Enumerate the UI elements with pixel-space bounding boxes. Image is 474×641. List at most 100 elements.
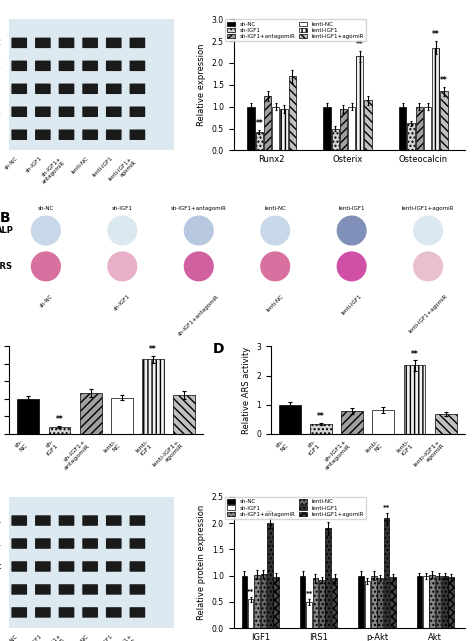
- FancyBboxPatch shape: [59, 38, 74, 48]
- Bar: [80, 393, 101, 434]
- Polygon shape: [108, 216, 137, 245]
- FancyBboxPatch shape: [82, 515, 98, 526]
- FancyBboxPatch shape: [106, 584, 122, 595]
- Text: lenti-IGF1+agomiR: lenti-IGF1+agomiR: [402, 206, 454, 211]
- Text: lenti-IGF1+
agomiR: lenti-IGF1+ agomiR: [108, 156, 137, 185]
- FancyBboxPatch shape: [82, 562, 98, 572]
- Polygon shape: [184, 252, 213, 281]
- FancyBboxPatch shape: [35, 60, 51, 71]
- FancyBboxPatch shape: [82, 607, 98, 618]
- FancyBboxPatch shape: [35, 584, 51, 595]
- Text: sh-NC: sh-NC: [38, 294, 54, 309]
- Bar: [371, 576, 376, 628]
- FancyBboxPatch shape: [82, 129, 98, 140]
- Text: sh-IGF1+antagomiR: sh-IGF1+antagomiR: [171, 206, 227, 211]
- FancyBboxPatch shape: [106, 129, 122, 140]
- Bar: [417, 576, 422, 628]
- Text: lenti-IGF1+
agomiR: lenti-IGF1+ agomiR: [108, 633, 137, 641]
- Bar: [373, 410, 394, 434]
- FancyBboxPatch shape: [59, 584, 74, 595]
- Bar: [404, 365, 426, 434]
- Bar: [408, 123, 415, 151]
- FancyBboxPatch shape: [11, 515, 27, 526]
- Legend: sh-NC, sh-IGF1, sh-IGF1+antagomiR, lenti-NC, lenti-IGF1, lenti-IGF1+agomiR: sh-NC, sh-IGF1, sh-IGF1+antagomiR, lenti…: [225, 497, 366, 519]
- Bar: [111, 397, 133, 434]
- FancyBboxPatch shape: [106, 60, 122, 71]
- Bar: [440, 92, 447, 151]
- FancyBboxPatch shape: [106, 538, 122, 549]
- Text: lenti-IGF1: lenti-IGF1: [91, 633, 114, 641]
- Text: B: B: [0, 211, 10, 225]
- FancyBboxPatch shape: [59, 60, 74, 71]
- Bar: [423, 576, 428, 628]
- Text: **: **: [432, 30, 439, 39]
- FancyBboxPatch shape: [129, 584, 145, 595]
- Text: lenti-IGF1: lenti-IGF1: [91, 156, 114, 178]
- Bar: [313, 578, 318, 628]
- Text: Colla1: Colla1: [0, 107, 1, 116]
- FancyBboxPatch shape: [11, 106, 27, 117]
- Bar: [248, 599, 254, 628]
- Bar: [377, 578, 383, 628]
- Y-axis label: Relative expression: Relative expression: [197, 44, 206, 126]
- FancyBboxPatch shape: [11, 584, 27, 595]
- Polygon shape: [337, 252, 366, 281]
- Bar: [142, 359, 164, 434]
- FancyBboxPatch shape: [35, 106, 51, 117]
- FancyBboxPatch shape: [59, 106, 74, 117]
- Text: sh-NC: sh-NC: [4, 156, 19, 171]
- Bar: [384, 518, 389, 628]
- FancyBboxPatch shape: [11, 607, 27, 618]
- FancyBboxPatch shape: [82, 83, 98, 94]
- FancyBboxPatch shape: [82, 584, 98, 595]
- FancyBboxPatch shape: [11, 60, 27, 71]
- Text: IGF1: IGF1: [0, 516, 1, 525]
- FancyBboxPatch shape: [11, 83, 27, 94]
- Bar: [429, 574, 435, 628]
- Bar: [247, 106, 255, 151]
- Text: **: **: [266, 510, 273, 516]
- Bar: [390, 577, 396, 628]
- Text: sh-NC: sh-NC: [4, 633, 19, 641]
- Text: Osteocalcin: Osteocalcin: [0, 84, 1, 94]
- Text: GADPH: GADPH: [0, 608, 1, 617]
- Bar: [448, 577, 454, 628]
- Bar: [310, 424, 332, 434]
- Bar: [273, 577, 279, 628]
- Bar: [424, 106, 431, 151]
- Bar: [416, 106, 423, 151]
- Bar: [267, 523, 273, 628]
- FancyBboxPatch shape: [35, 538, 51, 549]
- Text: **: **: [410, 350, 419, 359]
- Text: **: **: [383, 504, 390, 511]
- Bar: [356, 56, 364, 151]
- Text: lenti-NC: lenti-NC: [71, 156, 90, 175]
- Bar: [323, 106, 330, 151]
- FancyBboxPatch shape: [11, 129, 27, 140]
- Bar: [264, 96, 271, 151]
- FancyBboxPatch shape: [106, 83, 122, 94]
- Text: lenti-NC: lenti-NC: [266, 294, 285, 313]
- FancyBboxPatch shape: [59, 515, 74, 526]
- FancyBboxPatch shape: [129, 515, 145, 526]
- Bar: [332, 578, 337, 628]
- Polygon shape: [32, 216, 60, 245]
- FancyBboxPatch shape: [35, 83, 51, 94]
- Polygon shape: [337, 216, 366, 245]
- Text: **: **: [255, 119, 263, 128]
- FancyBboxPatch shape: [82, 60, 98, 71]
- Text: sh-IGF1: sh-IGF1: [25, 633, 43, 641]
- Bar: [435, 414, 457, 434]
- Polygon shape: [184, 216, 213, 245]
- Text: sh-IGF1+antagomiR: sh-IGF1+antagomiR: [177, 294, 220, 337]
- Bar: [17, 399, 39, 434]
- Bar: [319, 580, 325, 628]
- Text: GADPH: GADPH: [0, 130, 1, 139]
- Text: Akt: Akt: [0, 585, 1, 594]
- FancyBboxPatch shape: [129, 60, 145, 71]
- FancyBboxPatch shape: [129, 562, 145, 572]
- Y-axis label: Relative protein expression: Relative protein expression: [197, 505, 206, 620]
- Text: sh-IGF1+
antagomiR: sh-IGF1+ antagomiR: [37, 156, 66, 185]
- Bar: [325, 528, 331, 628]
- Bar: [358, 576, 364, 628]
